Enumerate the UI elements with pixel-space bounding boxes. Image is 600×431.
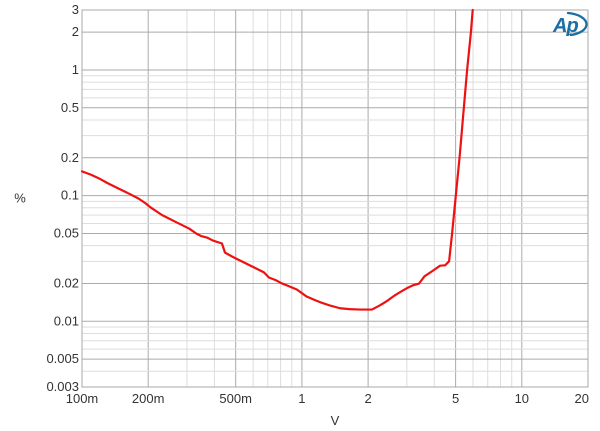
svg-text:10: 10 [515,391,529,406]
svg-text:V: V [331,413,340,428]
svg-text:0.02: 0.02 [54,276,79,291]
svg-text:0.1: 0.1 [61,188,79,203]
svg-text:0.2: 0.2 [61,150,79,165]
svg-text:0.01: 0.01 [54,313,79,328]
svg-text:2: 2 [72,24,79,39]
svg-text:3: 3 [72,2,79,17]
svg-text:1: 1 [298,391,305,406]
svg-text:200m: 200m [132,391,165,406]
svg-text:Ap: Ap [552,15,578,37]
svg-text:%: % [14,191,26,206]
svg-text:20: 20 [575,391,589,406]
svg-text:0.005: 0.005 [46,351,79,366]
svg-text:0.05: 0.05 [54,226,79,241]
svg-text:0.5: 0.5 [61,100,79,115]
svg-text:5: 5 [452,391,459,406]
svg-text:0.003: 0.003 [46,379,79,394]
svg-text:1: 1 [72,62,79,77]
svg-text:500m: 500m [219,391,252,406]
svg-text:2: 2 [364,391,371,406]
